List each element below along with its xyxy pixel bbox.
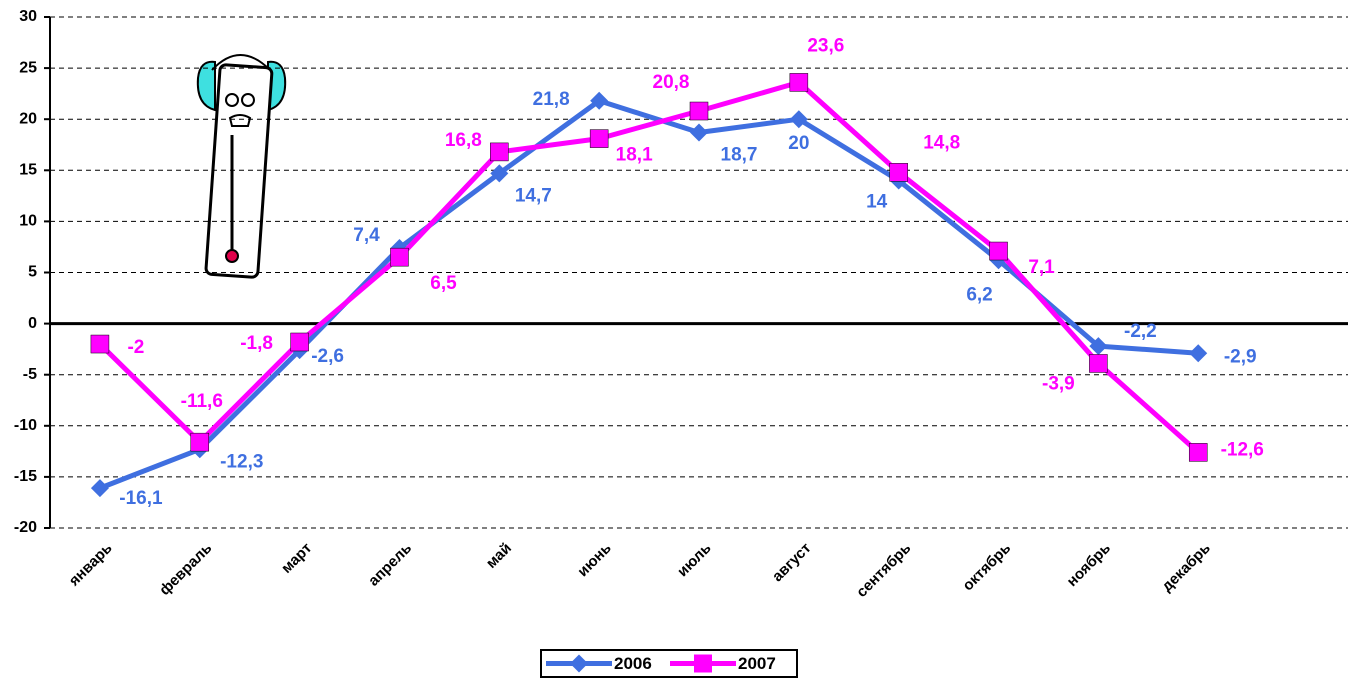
- legend-label: 2007: [738, 654, 776, 673]
- legend-marker: [694, 654, 712, 673]
- y-tick-label: -15: [14, 468, 37, 485]
- legend-marker: [570, 654, 588, 673]
- value-label: 23,6: [807, 35, 844, 56]
- x-tick-label: сентябрь: [853, 540, 914, 601]
- y-tick-label: 10: [19, 213, 37, 230]
- y-tick-label: 25: [19, 59, 37, 76]
- marker: [1189, 344, 1208, 363]
- value-label: 18,1: [616, 145, 653, 166]
- x-tick-label: декабрь: [1158, 540, 1213, 595]
- marker: [1188, 443, 1208, 462]
- marker: [90, 334, 110, 354]
- value-label: -1,8: [240, 333, 273, 354]
- value-label: -2: [127, 337, 144, 358]
- marker: [589, 129, 609, 148]
- value-label: 7,4: [353, 225, 380, 246]
- x-tick-label: июль: [674, 540, 715, 581]
- series-line: [99, 98, 1199, 491]
- x-tick-label: ноябрь: [1064, 540, 1115, 591]
- value-label: 14: [866, 192, 888, 213]
- y-tick-label: 0: [28, 315, 37, 332]
- y-tick-label: 15: [19, 162, 37, 179]
- value-label: 16,8: [445, 130, 482, 151]
- y-tick-label: -5: [23, 366, 37, 383]
- value-label: 20,8: [653, 72, 690, 93]
- marker: [1089, 354, 1108, 373]
- value-label: 21,8: [533, 89, 570, 110]
- y-tick-label: -20: [14, 519, 37, 536]
- value-label: -16,1: [119, 488, 163, 509]
- y-tick-label: 20: [19, 110, 37, 127]
- x-tick-label: май: [483, 540, 515, 572]
- marker: [789, 110, 808, 129]
- x-tick-label: июнь: [574, 540, 615, 581]
- y-tick-label: 30: [19, 8, 37, 25]
- x-tick-label: март: [278, 540, 315, 577]
- value-label: 6,2: [966, 284, 992, 305]
- thermometer-clipart: [196, 54, 287, 279]
- marker: [989, 241, 1008, 261]
- value-label: -11,6: [181, 391, 223, 412]
- value-label: -2,6: [311, 346, 344, 367]
- marker: [789, 73, 809, 92]
- legend-label: 2006: [614, 654, 652, 673]
- value-label: -3,9: [1042, 373, 1075, 394]
- series-line: [98, 79, 1200, 455]
- value-label: -2,9: [1224, 346, 1257, 367]
- value-label: 14,7: [515, 185, 552, 206]
- x-tick-label: октябрь: [959, 540, 1014, 595]
- marker: [90, 479, 109, 498]
- x-tick-label: январь: [66, 540, 116, 590]
- value-label: 14,8: [923, 132, 960, 153]
- x-tick-label: август: [769, 540, 815, 586]
- x-tick-label: апрель: [365, 540, 415, 590]
- marker: [290, 332, 309, 352]
- value-label: 6,5: [430, 273, 457, 294]
- value-label: -2,2: [1124, 321, 1157, 342]
- marker: [490, 142, 509, 162]
- value-label: 7,1: [1028, 257, 1055, 278]
- marker: [1089, 337, 1108, 356]
- marker: [490, 164, 509, 183]
- x-tick-label: февраль: [156, 540, 215, 599]
- value-label: 20: [788, 133, 809, 154]
- value-label: -12,3: [220, 451, 263, 472]
- marker: [689, 101, 709, 121]
- y-tick-label: 5: [28, 264, 37, 281]
- y-tick-label: -10: [14, 417, 37, 434]
- marker: [190, 432, 210, 452]
- marker: [889, 163, 908, 182]
- value-label: 18,7: [721, 145, 758, 166]
- marker: [690, 123, 708, 142]
- marker: [390, 247, 409, 267]
- marker: [590, 91, 609, 110]
- value-label: -12,6: [1221, 439, 1264, 460]
